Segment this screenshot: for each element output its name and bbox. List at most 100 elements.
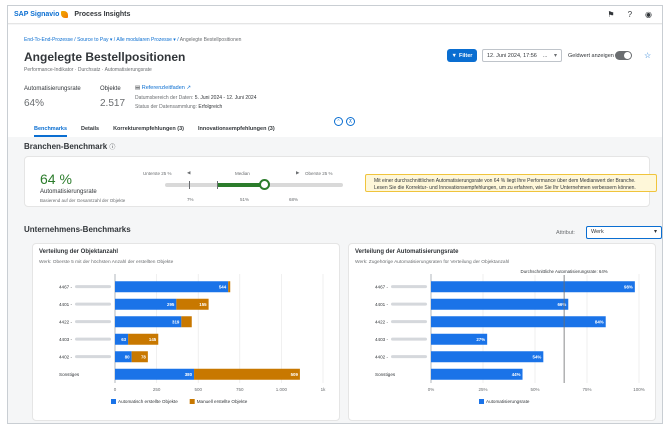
redacted-plant-name (391, 355, 427, 359)
bar[interactable] (128, 333, 159, 345)
filter-button[interactable]: ▼ Filter (447, 49, 477, 62)
profile-icon[interactable]: ◉ (645, 10, 652, 19)
data-label: 84% (595, 319, 604, 324)
legend-label: Automatisierungsrate (486, 399, 530, 404)
chevron-down-icon[interactable]: ▾ (109, 37, 114, 43)
automation-rate-chart-card: Verteilung der Automatisierungsrate Werk… (348, 243, 656, 421)
data-label: 155 (199, 302, 207, 307)
data-label: 63 (121, 337, 126, 342)
status-value: Erfolgreich (198, 104, 223, 110)
toggle-knob (624, 52, 631, 59)
x-tick-label: 0% (428, 387, 435, 392)
reference-guide-label: Referenzleitfaden (141, 85, 185, 91)
bar[interactable] (181, 316, 192, 328)
breadcrumb-item[interactable]: End-To-End-Prozesse / Source to Pay (24, 37, 109, 43)
redacted-plant-name (75, 302, 111, 306)
legend-swatch (111, 399, 116, 404)
x-tick-label: 750 (236, 387, 244, 392)
kpi-rate-value: 64% (24, 98, 45, 109)
bar[interactable] (176, 298, 209, 310)
book-icon: ▤ (135, 85, 141, 91)
chevron-down-icon: ▾ (653, 229, 657, 235)
kpi-rate-label: Automatisierungsrate (24, 86, 81, 92)
y-tick-label: 4403 - (375, 337, 388, 342)
bar[interactable] (431, 316, 606, 328)
industry-title-text: Branchen-Benchmark (24, 142, 108, 151)
redacted-plant-name (75, 355, 111, 359)
x-tick-label: 100% (633, 387, 645, 392)
attribute-select[interactable]: Werk ▾ (586, 226, 662, 239)
shell-actions: ⚑ ? ◉ (607, 10, 652, 20)
feedback-icon[interactable]: ⚑ (607, 10, 615, 19)
attribute-label: Attribut: (556, 230, 575, 236)
tab-bar: Benchmarks Details Korrekturempfehlungen… (8, 125, 662, 137)
industry-benchmark-title: Branchen-Benchmark ⓘ (24, 142, 115, 151)
date-range-label: Datumsbereich der Daten: (135, 95, 194, 101)
chart-subtitle: Werk: Oberste 5 mit der höchsten Anzahl … (39, 260, 174, 265)
favorite-star-icon[interactable]: ☆ (644, 51, 652, 60)
tab-innovations[interactable]: Innovationsempfehlungen (3) (197, 126, 275, 132)
legend-label: Manuell erstellte Objekte (197, 399, 248, 404)
help-icon[interactable]: ? (627, 10, 633, 19)
data-label: 509 (291, 372, 299, 377)
tab-corrections[interactable]: Korrekturempfehlungen (3) (113, 126, 184, 132)
info-icon[interactable]: ⓘ (109, 145, 116, 151)
median-tick-label: 51% (240, 197, 250, 202)
benchmark-slider-track (165, 179, 343, 190)
chart-subtitle: Werk: Zugehörige Automatisierungsraten f… (355, 260, 510, 265)
legend-swatch (479, 399, 484, 404)
chevron-down-icon[interactable]: ▾ (173, 37, 178, 43)
bar[interactable] (115, 298, 177, 310)
sap-logo[interactable]: SAP Signavio (14, 11, 69, 18)
date-range-value: 5. Juni 2024 - 12. Juni 2024 (194, 95, 257, 101)
app-window: SAP Signavio Process Insights ⚑ ? ◉ End-… (7, 5, 663, 424)
signavio-flame-icon (61, 11, 69, 18)
lower-quartile-tick (189, 181, 190, 189)
lower-quartile-tick-label: 7% (187, 197, 194, 202)
bar[interactable] (115, 316, 182, 328)
bar[interactable] (431, 333, 488, 345)
reference-guide-link[interactable]: ▤ Referenzleitfaden ↗ (135, 85, 191, 91)
bar[interactable] (431, 281, 635, 293)
bar[interactable] (431, 298, 569, 310)
x-tick-label: 0 (114, 387, 117, 392)
y-tick-label: 4422 - (59, 319, 72, 324)
bar[interactable] (431, 368, 523, 380)
arrow-right-icon: ▶ (296, 170, 300, 175)
y-tick-label: 4401 - (59, 302, 72, 307)
bar[interactable] (228, 281, 231, 293)
median-tick (217, 181, 218, 189)
median-label: Median (235, 171, 250, 176)
bar[interactable] (115, 281, 229, 293)
tab-benchmarks[interactable]: Benchmarks (34, 125, 68, 137)
bar[interactable] (431, 351, 544, 363)
redacted-plant-name (391, 285, 427, 289)
date-select[interactable]: 12. Juni 2024, 17:56 ... ▾ (482, 49, 562, 62)
bar[interactable] (115, 368, 195, 380)
y-tick-label: 4467 - (59, 284, 72, 289)
bar[interactable] (115, 351, 132, 363)
money-toggle-label: Geldwert anzeigen (568, 53, 614, 59)
pin-header-icon[interactable]: ⊼ (346, 117, 355, 126)
redacted-plant-name (391, 320, 427, 324)
data-label: 98% (624, 284, 633, 289)
bar[interactable] (115, 333, 129, 345)
industry-value: 64 % (40, 171, 72, 187)
bar[interactable] (194, 368, 300, 380)
collapse-header-icon[interactable]: ⌃ (334, 117, 343, 126)
data-label: 27% (476, 337, 485, 342)
tab-details[interactable]: Details (81, 126, 100, 132)
kpi-objects-value: 2.517 (100, 98, 126, 109)
breadcrumb-item[interactable]: Alle modularen Prozesse (116, 37, 172, 43)
data-label: 380 (185, 372, 193, 377)
legend-label: Automatisch erstellte Objekte (118, 399, 178, 404)
kpi-objects-label: Objekte (100, 86, 121, 92)
industry-benchmark-card: 64 % Automatisierungsrate Basierend auf … (24, 156, 657, 207)
bar[interactable] (131, 351, 148, 363)
benchmark-info-message: Mit einer durchschnittlichen Automatisie… (365, 174, 657, 192)
money-toggle[interactable] (615, 51, 632, 60)
y-tick-label: 4403 - (59, 337, 72, 342)
x-tick-label: 25% (478, 387, 487, 392)
arrow-left-icon: ◀ (187, 170, 191, 175)
y-tick-label: 4401 - (375, 302, 388, 307)
